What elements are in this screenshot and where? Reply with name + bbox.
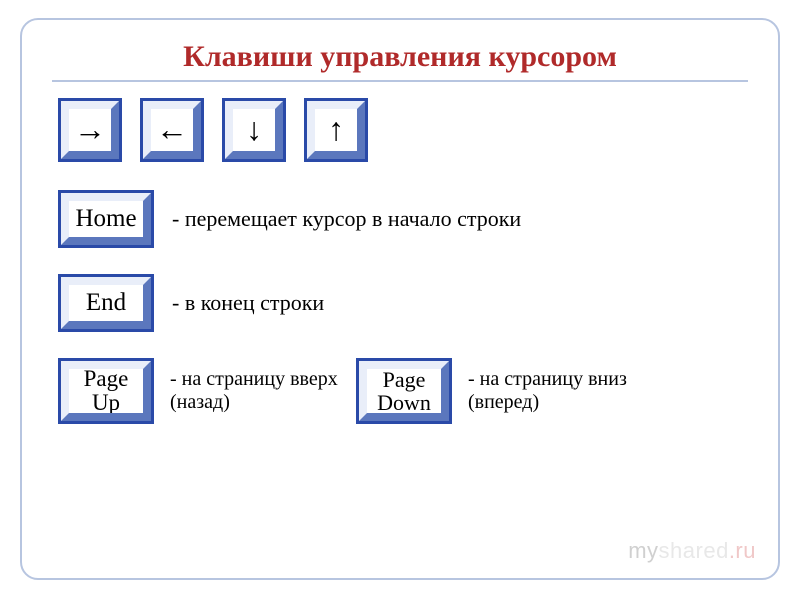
- arrow-left-key-label: ←: [143, 101, 201, 159]
- pagedown-key-label: Page Down: [359, 361, 449, 421]
- end-key-desc: - в конец строки: [172, 290, 324, 316]
- arrow-down-key[interactable]: ↓: [222, 98, 286, 162]
- arrow-down-key-label: ↓: [225, 101, 283, 159]
- pagedown-key-desc: - на страницу вниз (вперед): [468, 368, 638, 414]
- page-title: Клавиши управления курсором: [52, 40, 748, 74]
- home-key-label: Home: [61, 193, 151, 245]
- pagedown-key[interactable]: Page Down: [356, 358, 452, 424]
- end-key-label: End: [61, 277, 151, 329]
- end-key[interactable]: End: [58, 274, 154, 332]
- watermark-ru: .ru: [729, 538, 756, 563]
- home-key[interactable]: Home: [58, 190, 154, 248]
- home-key-desc: - перемещает курсор в начало строки: [172, 206, 521, 232]
- watermark: myshared.ru: [628, 538, 756, 564]
- page-keys-row: Page Up - на страницу вверх (назад) Page D…: [58, 358, 748, 424]
- arrow-up-key[interactable]: ↑: [304, 98, 368, 162]
- arrow-left-key[interactable]: ←: [140, 98, 204, 162]
- slide-frame: Клавиши управления курсором → ← ↓ ↑ Home - п…: [20, 18, 780, 580]
- arrow-keys-row: → ← ↓ ↑: [58, 98, 748, 162]
- arrow-right-key[interactable]: →: [58, 98, 122, 162]
- row-home-key: Home - перемещает курсор в начало строки: [58, 190, 748, 248]
- title-divider: [52, 80, 748, 82]
- arrow-up-key-label: ↑: [307, 101, 365, 159]
- watermark-my: my: [628, 538, 658, 563]
- row-end-key: End - в конец строки: [58, 274, 748, 332]
- watermark-shared: shared: [659, 538, 729, 563]
- arrow-right-key-label: →: [61, 101, 119, 159]
- pageup-key-label: Page Up: [61, 361, 151, 421]
- pageup-key[interactable]: Page Up: [58, 358, 154, 424]
- pageup-key-desc: - на страницу вверх (назад): [170, 368, 340, 414]
